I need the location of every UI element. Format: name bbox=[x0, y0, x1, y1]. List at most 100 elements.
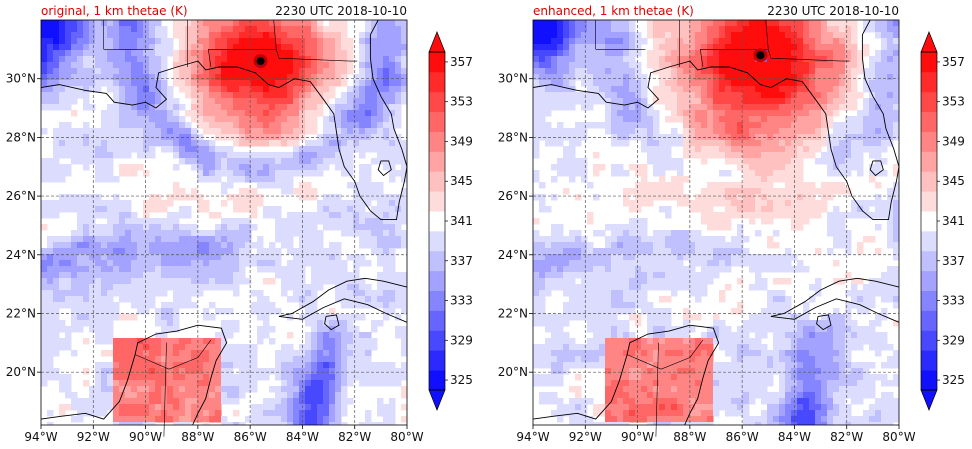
field-cell bbox=[569, 80, 576, 87]
field-cell bbox=[605, 128, 612, 135]
field-cell bbox=[779, 158, 786, 165]
field-cell bbox=[719, 140, 726, 147]
field-cell bbox=[551, 224, 558, 231]
field-cell bbox=[347, 158, 354, 165]
field-cell bbox=[581, 44, 588, 51]
field-cell bbox=[125, 404, 132, 411]
field-cell bbox=[599, 68, 606, 75]
field-cell bbox=[119, 164, 126, 171]
field-cell bbox=[653, 38, 660, 45]
field-cell bbox=[887, 128, 894, 135]
field-cell bbox=[125, 290, 132, 297]
field-cell bbox=[257, 296, 264, 303]
field-cell bbox=[563, 74, 570, 81]
field-cell bbox=[755, 206, 762, 213]
field-cell bbox=[269, 152, 276, 159]
field-cell bbox=[299, 230, 306, 237]
field-cell bbox=[539, 20, 546, 27]
field-cell bbox=[167, 104, 174, 111]
field-cell bbox=[755, 164, 762, 171]
field-cell bbox=[41, 278, 48, 285]
field-cell bbox=[203, 260, 210, 267]
field-cell bbox=[329, 380, 336, 387]
field-cell bbox=[683, 86, 690, 93]
field-cell bbox=[893, 92, 899, 99]
field-cell bbox=[809, 128, 816, 135]
field-cell bbox=[785, 188, 792, 195]
x-tick-label: 86°W bbox=[234, 430, 267, 444]
field-cell bbox=[677, 38, 684, 45]
field-cell bbox=[305, 44, 312, 51]
field-cell bbox=[47, 338, 54, 345]
field-cell bbox=[707, 80, 714, 87]
field-cell bbox=[365, 224, 372, 231]
field-cell bbox=[95, 362, 102, 369]
field-cell bbox=[53, 176, 60, 183]
field-cell bbox=[179, 272, 186, 279]
field-cell bbox=[341, 140, 348, 147]
field-cell bbox=[893, 188, 899, 195]
field-cell bbox=[683, 92, 690, 99]
field-cell bbox=[887, 140, 894, 147]
field-cell bbox=[281, 290, 288, 297]
field-cell bbox=[233, 374, 240, 381]
field-cell bbox=[749, 62, 756, 69]
field-cell bbox=[269, 92, 276, 99]
field-cell bbox=[797, 182, 804, 189]
field-cell bbox=[209, 350, 216, 357]
field-cell bbox=[377, 254, 384, 261]
field-cell bbox=[107, 206, 114, 213]
field-cell bbox=[335, 278, 342, 285]
field-cell bbox=[113, 386, 120, 393]
field-cell bbox=[53, 152, 60, 159]
field-cell bbox=[323, 380, 330, 387]
field-cell bbox=[875, 74, 882, 81]
field-cell bbox=[395, 104, 402, 111]
field-cell bbox=[827, 20, 834, 27]
field-cell bbox=[749, 20, 756, 27]
field-cell bbox=[755, 128, 762, 135]
field-cell bbox=[47, 362, 54, 369]
field-cell bbox=[845, 50, 852, 57]
field-cell bbox=[71, 128, 78, 135]
field-cell bbox=[317, 314, 324, 321]
field-cell bbox=[113, 32, 120, 39]
field-cell bbox=[881, 146, 888, 153]
field-cell bbox=[389, 152, 396, 159]
field-cell bbox=[257, 260, 264, 267]
field-cell bbox=[557, 230, 564, 237]
field-cell bbox=[155, 224, 162, 231]
field-cell bbox=[41, 308, 48, 315]
field-cell bbox=[359, 110, 366, 117]
field-cell bbox=[41, 224, 48, 231]
field-cell bbox=[581, 104, 588, 111]
panel-title-right: 2230 UTC 2018-10-10 bbox=[767, 4, 899, 18]
field-cell bbox=[137, 236, 144, 243]
field-cell bbox=[173, 410, 180, 417]
field-cell bbox=[689, 68, 696, 75]
field-cell bbox=[173, 56, 180, 63]
field-cell bbox=[785, 98, 792, 105]
field-cell bbox=[215, 284, 222, 291]
field-cell bbox=[839, 26, 846, 33]
field-cell bbox=[113, 398, 120, 405]
field-cell bbox=[215, 74, 222, 81]
coastline bbox=[278, 298, 408, 323]
field-cell bbox=[575, 74, 582, 81]
field-cell bbox=[293, 224, 300, 231]
field-cell bbox=[293, 362, 300, 369]
field-cell bbox=[701, 194, 708, 201]
field-cell bbox=[737, 50, 744, 57]
field-cell bbox=[311, 338, 318, 345]
field-cell bbox=[281, 44, 288, 51]
field-cell bbox=[779, 50, 786, 57]
field-cell bbox=[179, 302, 186, 309]
field-cell bbox=[401, 392, 407, 399]
field-cell bbox=[83, 230, 90, 237]
field-cell bbox=[179, 188, 186, 195]
field-cell bbox=[647, 128, 654, 135]
field-cell bbox=[77, 134, 84, 141]
field-cell bbox=[815, 50, 822, 57]
field-cell bbox=[671, 164, 678, 171]
field-cell bbox=[395, 110, 402, 117]
